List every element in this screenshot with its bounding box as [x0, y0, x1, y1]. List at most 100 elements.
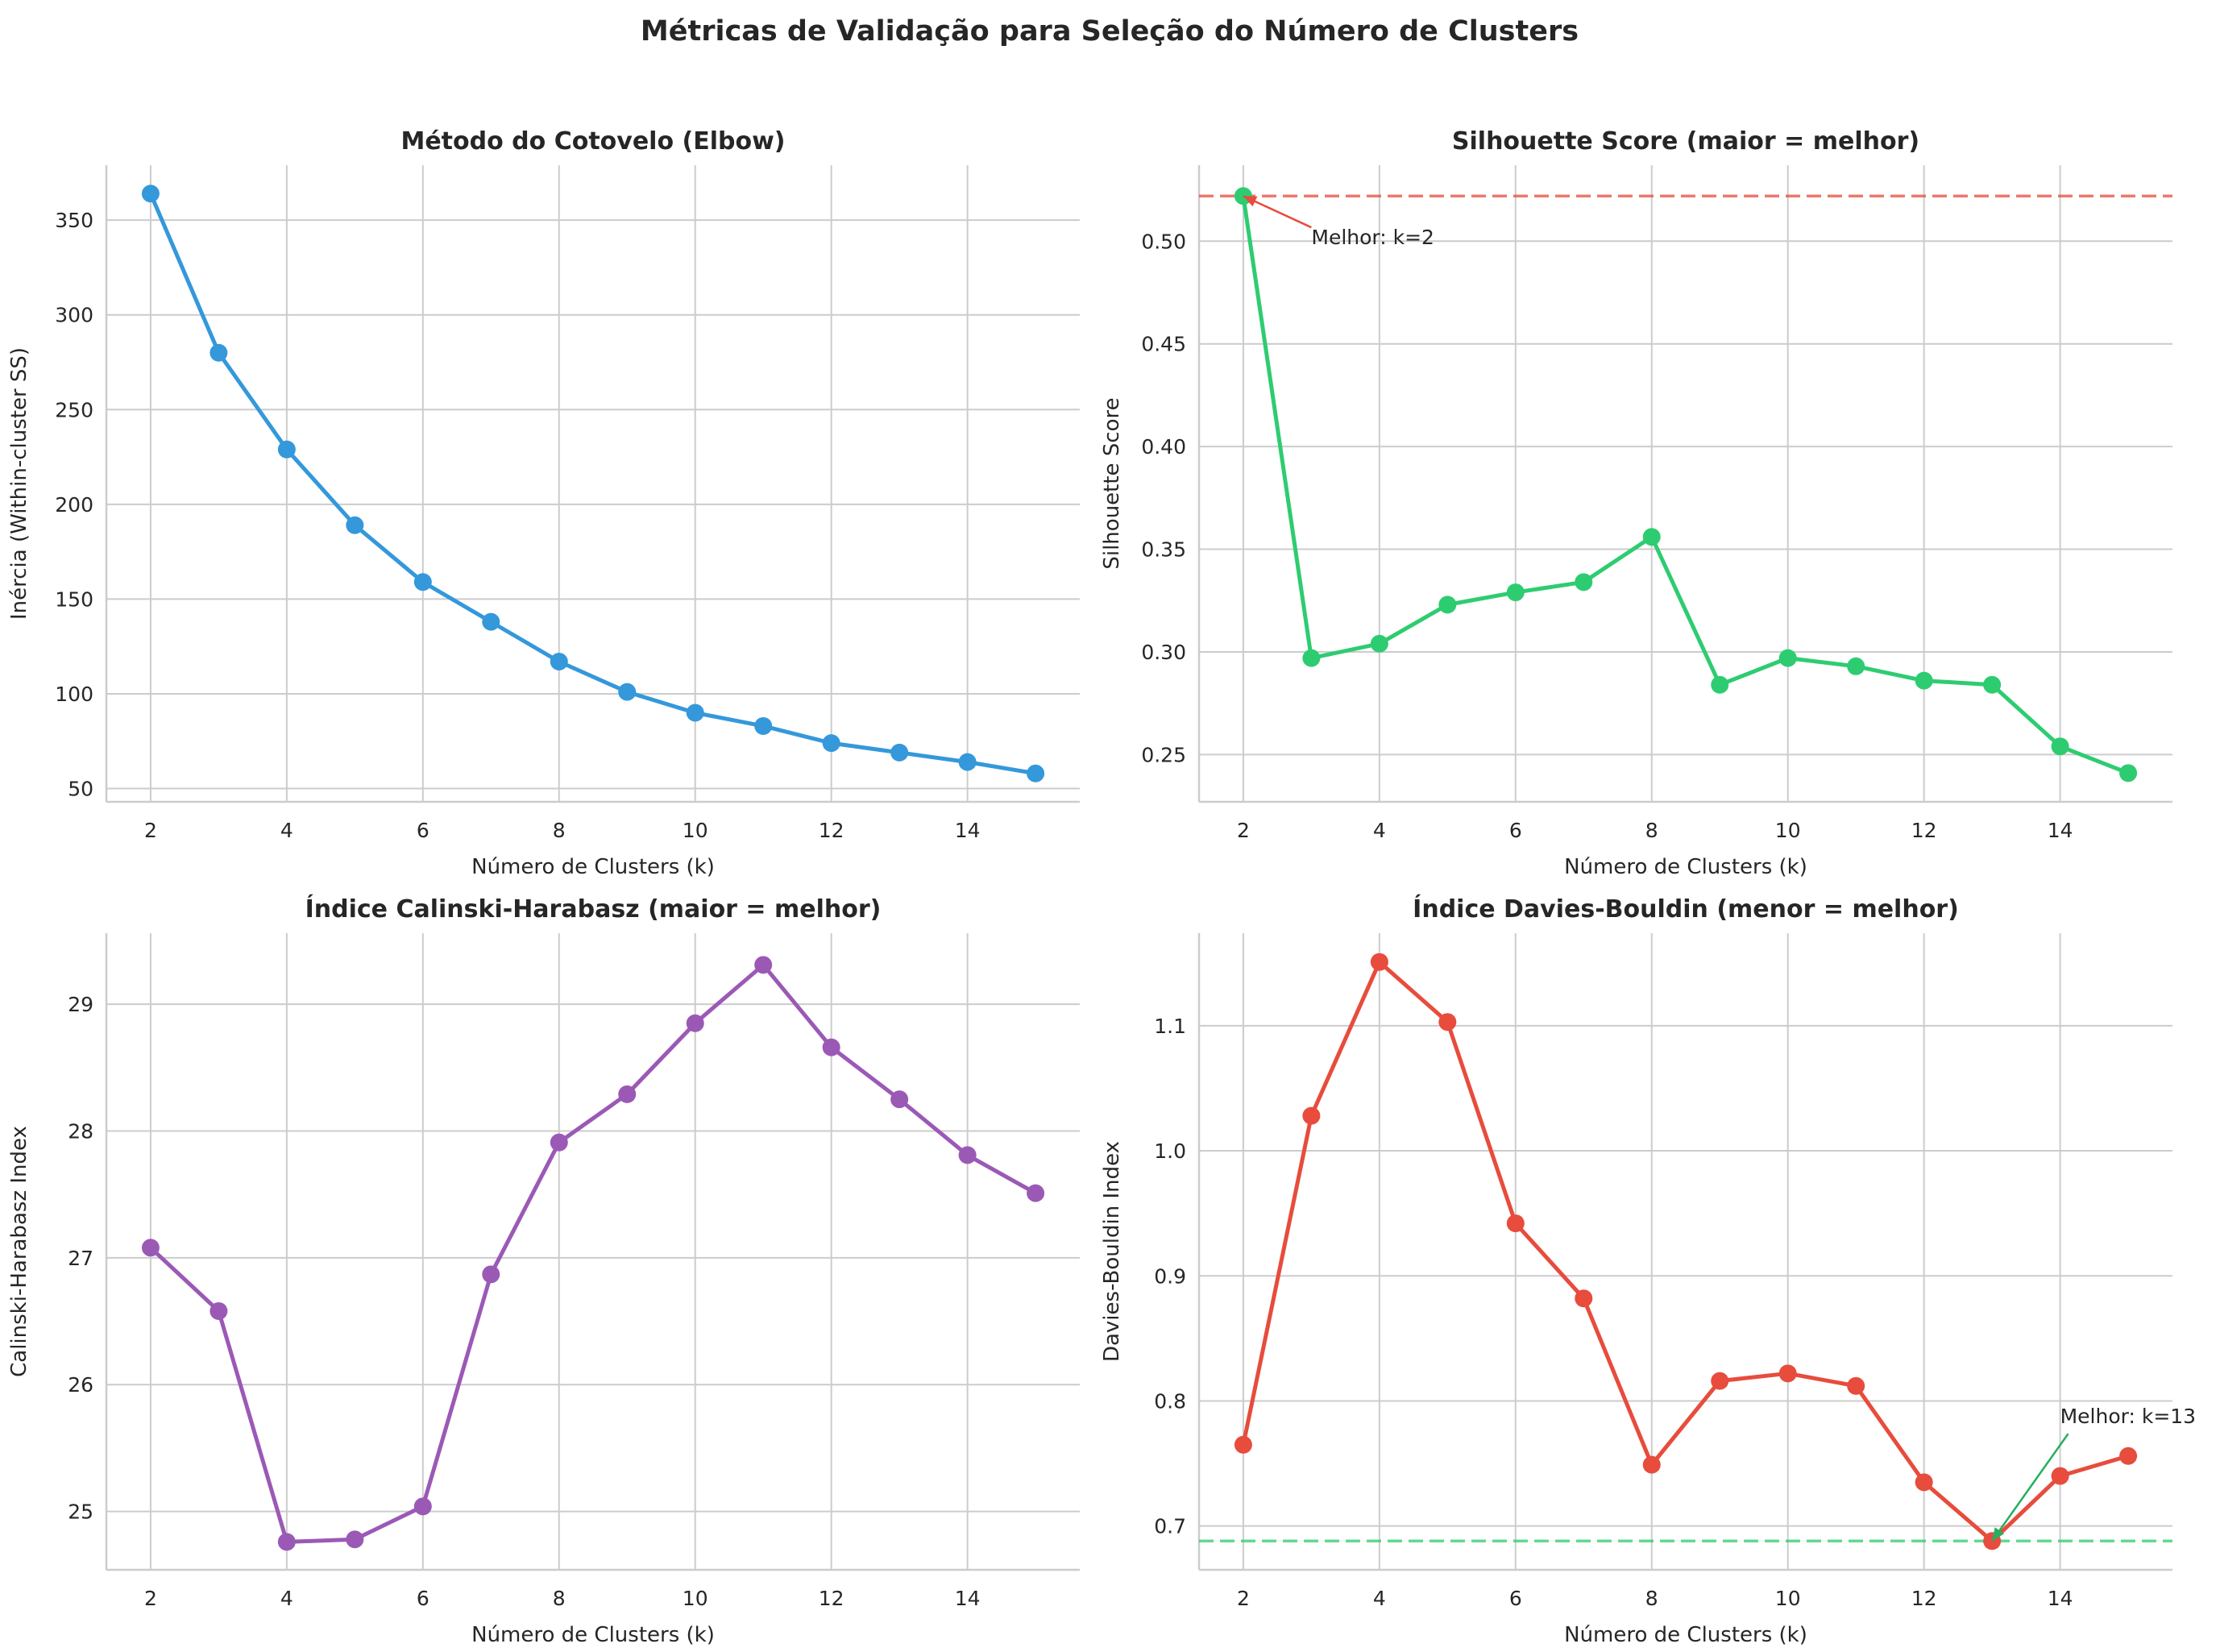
x-tick-label: 8	[1645, 819, 1658, 842]
x-tick-label: 10	[1775, 819, 1801, 842]
y-tick-label: 150	[55, 587, 93, 611]
data-point	[1302, 1106, 1321, 1125]
x-tick-label: 14	[955, 819, 981, 842]
data-point	[346, 516, 364, 534]
x-tick-label: 12	[819, 1587, 844, 1610]
y-tick-label: 300	[55, 304, 93, 327]
y-tick-label: 28	[68, 1119, 93, 1143]
data-point	[482, 1265, 500, 1284]
series-line	[148, 193, 1036, 776]
y-tick-label: 1.0	[1154, 1139, 1186, 1163]
data-point	[1778, 1364, 1797, 1383]
data-point	[2051, 1467, 2069, 1485]
annotation-label: Melhor: k=2	[1311, 226, 1434, 249]
data-point	[1778, 649, 1797, 667]
y-axis-label: Calinski-Harabasz Index	[7, 1126, 31, 1377]
y-tick-label: 0.9	[1154, 1264, 1186, 1288]
chart-panel-3: 2 4 6 8 10 12 14 25 26 27 28 29 Índice Calinski-Hara…	[7, 894, 1080, 1647]
y-tick-label: 29	[68, 993, 93, 1016]
chart-title: Método do Cotovelo (Elbow)	[400, 127, 785, 156]
x-tick-label: 2	[1237, 1587, 1250, 1610]
y-tick-label: 50	[68, 778, 93, 801]
x-tick-label: 4	[280, 819, 293, 842]
data-point	[1642, 528, 1661, 546]
x-tick-label: 6	[1509, 819, 1522, 842]
annotation-arrowhead	[1243, 196, 1258, 207]
y-tick-label: 27	[68, 1247, 93, 1270]
chart-panel-4: 2 4 6 8 10 12 14 0.7 0.8 0.9 1.0 1.1 Índice Davies-B…	[1100, 894, 2196, 1647]
data-point	[1506, 583, 1525, 602]
figure-title: Métricas de Validação para Seleção do Nú…	[641, 15, 1579, 48]
data-point	[1847, 1376, 1865, 1395]
y-axis-label: Inércia (Within-cluster SS)	[7, 347, 31, 620]
data-point	[1983, 675, 2002, 694]
y-tick-label: 26	[68, 1373, 93, 1397]
data-point	[2051, 737, 2069, 756]
data-point	[1438, 596, 1457, 614]
y-tick-label: 1.1	[1154, 1015, 1186, 1038]
x-axis-label: Número de Clusters (k)	[1564, 1623, 1807, 1647]
annotation-arrowhead	[1992, 1527, 2005, 1542]
x-axis-label: Número de Clusters (k)	[471, 1623, 715, 1647]
x-tick-label: 2	[1237, 819, 1250, 842]
data-point	[210, 1301, 228, 1320]
y-tick-label: 25	[68, 1500, 93, 1524]
data-point	[346, 1530, 364, 1549]
chart-title: Índice Davies-Bouldin (menor = melhor)	[1413, 894, 1959, 924]
data-point	[1575, 573, 1593, 591]
data-point	[550, 653, 568, 671]
data-point	[822, 734, 840, 753]
y-tick-label: 0.30	[1141, 641, 1186, 664]
x-tick-label: 12	[819, 819, 844, 842]
x-tick-label: 6	[417, 1587, 429, 1610]
data-point	[141, 185, 160, 203]
data-point	[210, 343, 228, 362]
data-point	[141, 1239, 160, 1257]
x-tick-label: 8	[1645, 1587, 1658, 1610]
x-tick-label: 12	[1911, 819, 1937, 842]
data-point	[958, 753, 977, 771]
x-axis-label: Número de Clusters (k)	[1564, 855, 1807, 879]
x-tick-label: 10	[683, 819, 708, 842]
x-tick-label: 10	[1775, 1587, 1801, 1610]
x-tick-label: 14	[955, 1587, 981, 1610]
chart-panel-2: 2 4 6 8 10 12 14 0.25 0.30 0.35 0.40 0.45 0.50 Silhou…	[1100, 127, 2172, 879]
data-point	[1438, 1013, 1457, 1031]
data-point	[1370, 634, 1388, 653]
y-tick-label: 0.8	[1154, 1389, 1186, 1413]
data-point	[686, 704, 704, 722]
chart-panel-1: 2 4 6 8 10 12 14 50 100 150 200 250 300 350 Método do …	[7, 127, 1080, 879]
y-axis-label: Silhouette Score	[1100, 397, 1124, 569]
data-point	[958, 1146, 977, 1164]
data-point	[1711, 675, 1729, 694]
series-line	[1241, 960, 2129, 1543]
data-point	[822, 1038, 840, 1056]
data-point	[1370, 953, 1388, 971]
y-tick-label: 200	[55, 493, 93, 517]
x-tick-label: 2	[144, 1587, 157, 1610]
x-tick-label: 4	[1373, 1587, 1386, 1610]
data-point	[1915, 1473, 1933, 1492]
data-point	[618, 1085, 637, 1103]
data-point	[1575, 1289, 1593, 1308]
y-tick-label: 0.50	[1141, 230, 1186, 253]
data-point	[1027, 1184, 1045, 1202]
data-point	[1234, 1435, 1252, 1454]
data-point	[550, 1133, 568, 1152]
chart-title: Índice Calinski-Harabasz (maior = melhor…	[305, 894, 882, 924]
x-tick-label: 6	[417, 819, 429, 842]
data-point	[2119, 764, 2138, 782]
data-point	[277, 440, 296, 459]
y-tick-label: 0.40	[1141, 435, 1186, 459]
x-tick-label: 8	[553, 1587, 566, 1610]
series-line	[1241, 195, 2130, 775]
series-line	[149, 962, 1037, 1544]
y-tick-label: 100	[55, 683, 93, 706]
chart-title: Silhouette Score (maior = melhor)	[1452, 127, 1919, 156]
y-tick-label: 250	[55, 398, 93, 421]
data-point	[1915, 671, 1933, 690]
x-tick-label: 6	[1509, 1587, 1522, 1610]
data-point	[413, 573, 432, 591]
data-point	[482, 612, 500, 631]
data-point	[1847, 657, 1865, 675]
